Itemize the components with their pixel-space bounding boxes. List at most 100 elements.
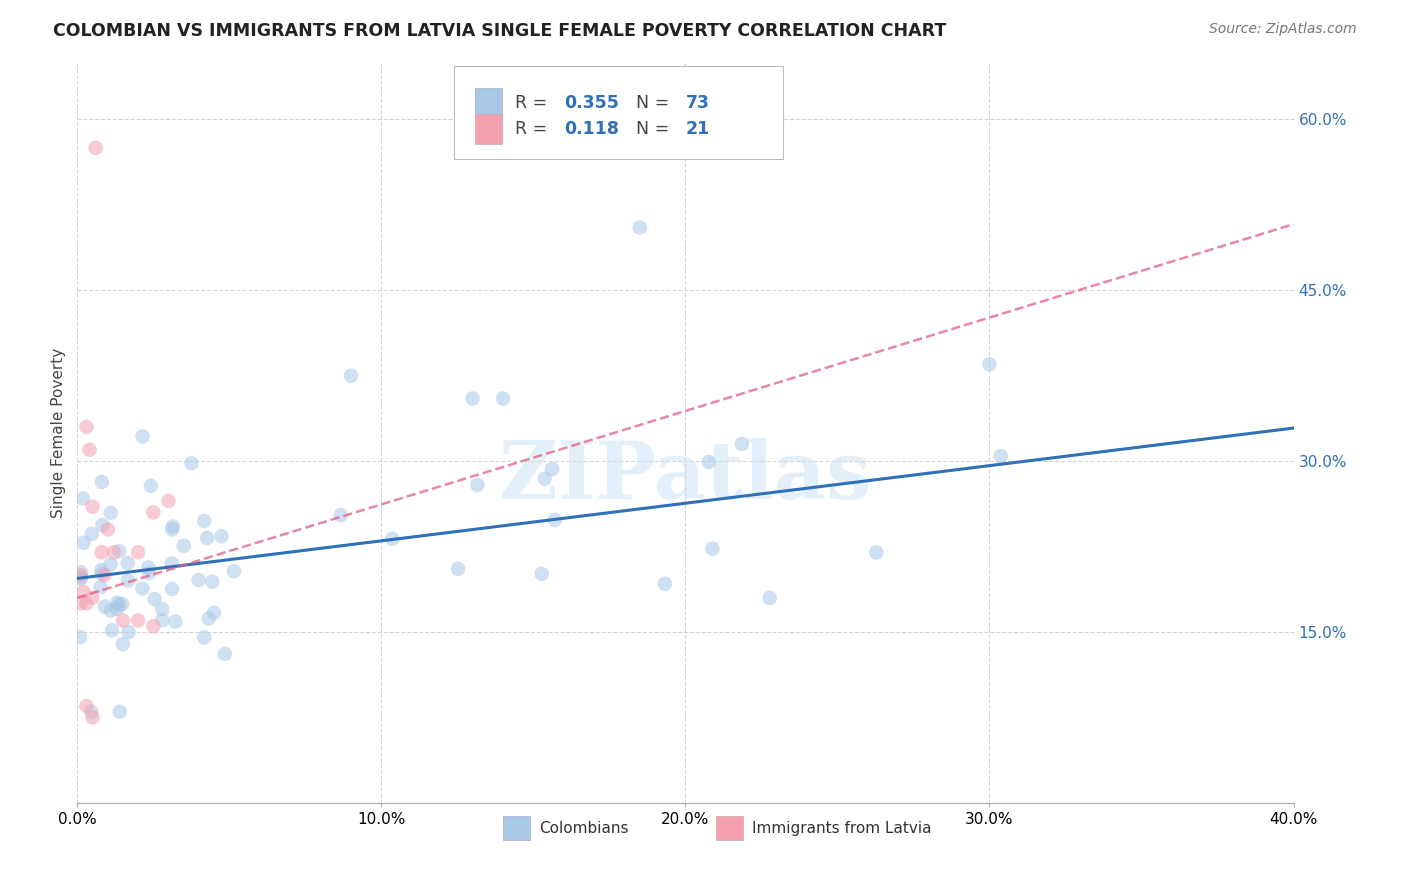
Point: [108, 598, 131, 612]
Point: [193, 631, 215, 645]
Point: [492, 392, 515, 406]
Point: [697, 455, 720, 469]
Point: [127, 614, 149, 628]
Point: [72, 491, 94, 506]
Point: [117, 556, 139, 570]
Text: COLOMBIAN VS IMMIGRANTS FROM LATVIA SINGLE FEMALE POVERTY CORRELATION CHART: COLOMBIAN VS IMMIGRANTS FROM LATVIA SING…: [53, 22, 946, 40]
Point: [79, 442, 101, 457]
Point: [142, 619, 165, 633]
Point: [160, 557, 183, 571]
Point: [187, 573, 209, 587]
Point: [72, 585, 94, 599]
Text: N =: N =: [624, 120, 675, 138]
Point: [100, 506, 122, 520]
Point: [195, 531, 218, 545]
Point: [758, 591, 780, 605]
Point: [100, 558, 122, 572]
Point: [202, 606, 225, 620]
Point: [447, 562, 470, 576]
Text: 0.355: 0.355: [564, 95, 619, 112]
Point: [138, 566, 160, 581]
Point: [173, 539, 195, 553]
Point: [100, 604, 122, 618]
Point: [628, 220, 651, 235]
Bar: [475, 114, 502, 144]
Point: [84, 141, 107, 155]
Point: [75, 420, 97, 434]
Point: [702, 541, 724, 556]
Point: [139, 479, 162, 493]
Point: [544, 513, 567, 527]
Point: [82, 591, 104, 605]
Point: [90, 545, 112, 559]
Point: [160, 582, 183, 596]
Point: [97, 523, 120, 537]
Point: [533, 472, 555, 486]
Point: [731, 437, 754, 451]
Point: [138, 560, 160, 574]
Point: [90, 475, 112, 489]
Point: [111, 614, 134, 628]
Point: [381, 532, 404, 546]
Bar: [475, 88, 502, 118]
Point: [105, 596, 128, 610]
Point: [142, 505, 165, 519]
Point: [329, 508, 352, 522]
Point: [180, 456, 202, 470]
Point: [530, 566, 553, 581]
Point: [90, 563, 112, 577]
Point: [82, 710, 104, 724]
Point: [197, 611, 219, 625]
Point: [70, 565, 93, 579]
Point: [69, 572, 91, 586]
Point: [69, 630, 91, 644]
Point: [467, 478, 489, 492]
Point: [157, 494, 180, 508]
Point: [94, 599, 117, 614]
Text: N =: N =: [624, 95, 675, 112]
Text: R =: R =: [515, 120, 558, 138]
Point: [654, 577, 676, 591]
Point: [461, 392, 484, 406]
Text: 21: 21: [686, 120, 710, 138]
Point: [72, 535, 94, 549]
Point: [111, 597, 134, 611]
Point: [70, 570, 93, 584]
Point: [222, 564, 245, 578]
Point: [979, 357, 1001, 371]
Point: [69, 597, 91, 611]
Point: [131, 582, 153, 596]
Text: Colombians: Colombians: [540, 822, 628, 836]
Point: [75, 698, 97, 713]
Point: [150, 602, 173, 616]
Point: [103, 545, 125, 559]
Point: [340, 368, 363, 383]
Y-axis label: Single Female Poverty: Single Female Poverty: [51, 348, 66, 517]
Point: [117, 574, 139, 588]
Point: [108, 544, 131, 558]
Point: [105, 602, 128, 616]
Point: [165, 615, 187, 629]
Point: [201, 574, 224, 589]
Bar: [503, 816, 530, 840]
Text: Immigrants from Latvia: Immigrants from Latvia: [752, 822, 932, 836]
Point: [69, 568, 91, 582]
Point: [865, 545, 887, 559]
FancyBboxPatch shape: [454, 66, 783, 159]
Text: R =: R =: [515, 95, 553, 112]
Point: [82, 500, 104, 514]
Point: [152, 613, 174, 627]
Text: Source: ZipAtlas.com: Source: ZipAtlas.com: [1209, 22, 1357, 37]
Text: 0.118: 0.118: [564, 120, 619, 138]
Point: [214, 647, 236, 661]
Point: [160, 522, 183, 536]
Point: [127, 545, 149, 559]
Bar: [716, 816, 742, 840]
Point: [75, 597, 97, 611]
Point: [131, 429, 153, 443]
Point: [90, 580, 112, 594]
Point: [91, 518, 114, 533]
Text: 73: 73: [686, 95, 710, 112]
Point: [193, 514, 215, 528]
Point: [211, 529, 233, 543]
